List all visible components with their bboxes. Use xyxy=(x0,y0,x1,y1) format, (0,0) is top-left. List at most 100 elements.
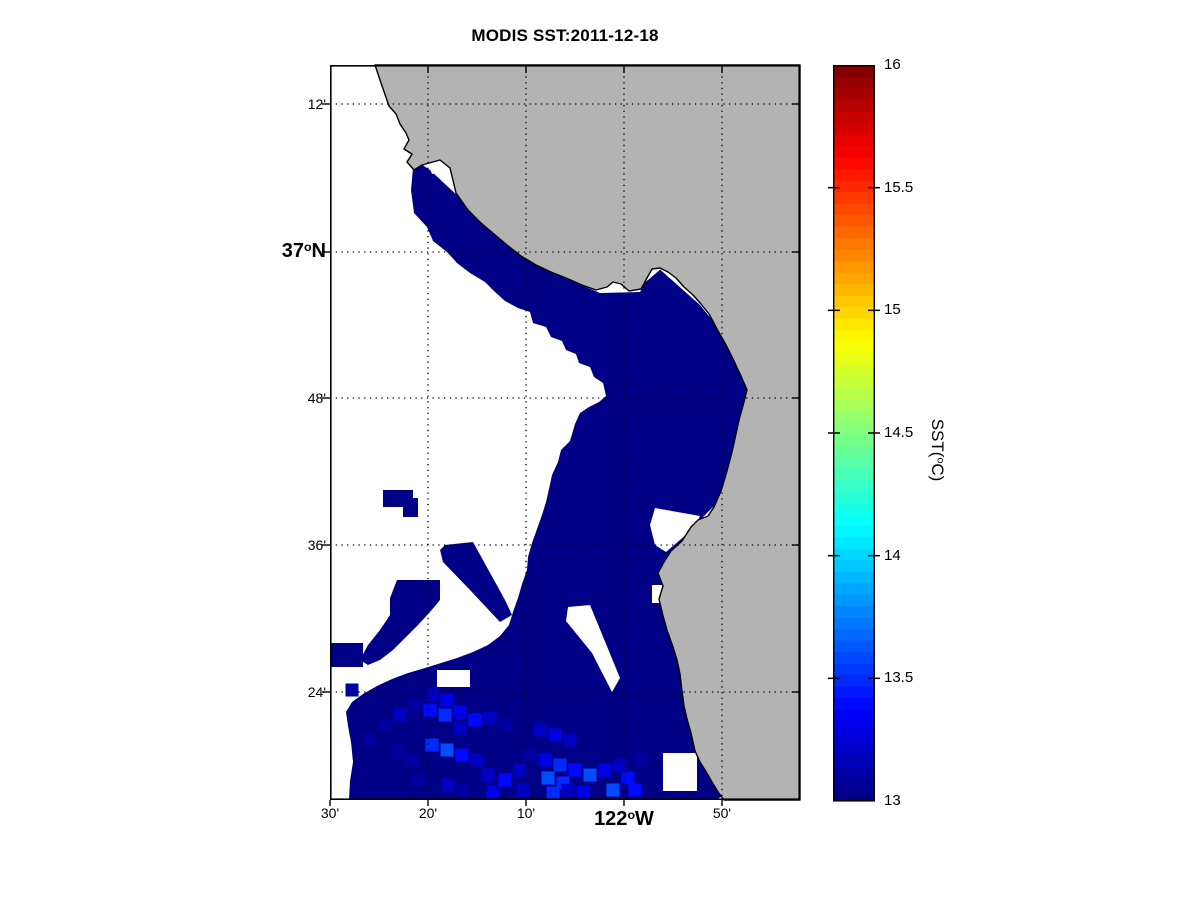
colorbar-band xyxy=(833,168,875,181)
sst-speckle xyxy=(553,758,567,772)
sst-speckle xyxy=(453,721,467,735)
colorbar-band xyxy=(833,76,875,89)
colorbar-band xyxy=(833,203,875,216)
sst-speckle xyxy=(441,778,455,792)
colorbar-band xyxy=(833,260,875,273)
sst-speckle xyxy=(538,753,552,767)
colorbar-band xyxy=(833,295,875,308)
colorbar-band xyxy=(833,594,875,607)
colorbar-band xyxy=(833,605,875,618)
colorbar-band xyxy=(833,766,875,779)
sst-speckle xyxy=(426,688,440,702)
y-tick-label: 37oN xyxy=(281,239,326,262)
map-canvas xyxy=(322,64,801,806)
colorbar-band xyxy=(833,398,875,411)
colorbar-band xyxy=(833,433,875,446)
colorbar-band xyxy=(833,145,875,158)
colorbar-band xyxy=(833,686,875,699)
sst-speckle xyxy=(408,698,422,712)
colorbar-tick-label: 13 xyxy=(884,792,901,809)
sst-speckle xyxy=(453,705,467,719)
sst-region-patch xyxy=(360,580,440,665)
sst-speckle xyxy=(378,718,392,732)
colorbar-band xyxy=(833,536,875,549)
sst-speckle xyxy=(583,768,597,782)
sst-speckle xyxy=(621,771,635,785)
colorbar-band xyxy=(833,628,875,641)
colorbar-band xyxy=(833,490,875,503)
map-plot xyxy=(322,64,801,806)
colorbar-band xyxy=(833,341,875,354)
sst-speckle xyxy=(613,758,627,772)
colorbar-band xyxy=(833,375,875,388)
y-tick-label: 24' xyxy=(307,683,326,700)
sst-speckle xyxy=(563,733,577,747)
colorbar-band xyxy=(833,111,875,124)
sst-speckle xyxy=(486,785,500,799)
sst-speckle xyxy=(548,728,562,742)
sst-speckle xyxy=(633,753,647,767)
colorbar-band xyxy=(833,456,875,469)
colorbar-band xyxy=(833,467,875,480)
colorbar-band xyxy=(833,226,875,239)
colorbar-tick-label: 13.5 xyxy=(884,669,914,687)
colorbar-band xyxy=(833,617,875,630)
sst-speckle xyxy=(455,748,469,762)
y-tick-label: 36' xyxy=(307,536,326,553)
colorbar-band xyxy=(833,732,875,745)
colorbar-band xyxy=(833,88,875,101)
colorbar-band xyxy=(833,789,875,802)
sst-speckle xyxy=(345,683,359,697)
colorbar-band xyxy=(833,157,875,170)
x-tick-label: 20' xyxy=(418,805,438,821)
colorbar-band xyxy=(833,214,875,227)
colorbar-band xyxy=(833,180,875,193)
colorbar-band xyxy=(833,122,875,135)
colorbar-band xyxy=(833,272,875,285)
colorbar-band xyxy=(833,306,875,319)
colorbar-band xyxy=(833,65,875,78)
colorbar-band xyxy=(833,479,875,492)
colorbar-band xyxy=(833,283,875,296)
plot-frame xyxy=(330,65,800,801)
colorbar-tick-label: 14.5 xyxy=(884,424,914,441)
colorbar-band xyxy=(833,640,875,653)
colorbar-band xyxy=(833,663,875,676)
y-tick-label: 12' xyxy=(307,95,326,112)
sst-speckle xyxy=(498,773,512,787)
colorbar-band xyxy=(833,318,875,331)
colorbar-band xyxy=(833,709,875,722)
colorbar-band xyxy=(833,352,875,365)
sst-region-patch xyxy=(330,643,363,667)
colorbar-band xyxy=(833,697,875,710)
x-tick-label: 122oW xyxy=(594,807,654,830)
sst-speckle xyxy=(533,723,547,737)
sst-region-patch xyxy=(383,490,418,517)
sst-speckle xyxy=(456,783,470,797)
sst-speckle xyxy=(498,718,512,732)
colorbar-band xyxy=(833,444,875,457)
cloud-gap xyxy=(650,508,700,552)
colorbar-band xyxy=(833,134,875,147)
sst-speckle xyxy=(405,753,419,767)
sst-speckle xyxy=(568,763,582,777)
colorbar-band xyxy=(833,99,875,112)
sst-speckle xyxy=(423,703,437,717)
colorbar-band xyxy=(833,582,875,595)
colorbar-band xyxy=(833,191,875,204)
sst-region-patch xyxy=(440,542,512,622)
sst-region-main xyxy=(346,160,752,800)
y-tick-label: 48' xyxy=(307,389,326,406)
colorbar-band xyxy=(833,720,875,733)
colorbar-band xyxy=(833,651,875,664)
colorbar-band xyxy=(833,755,875,768)
colorbar-band xyxy=(833,559,875,572)
sst-speckle xyxy=(411,773,425,787)
sst-speckle xyxy=(628,783,642,797)
cloud-gap xyxy=(437,670,470,687)
cloud-gap xyxy=(663,753,697,791)
sst-speckle xyxy=(598,763,612,777)
colorbar-band xyxy=(833,364,875,377)
colorbar-tick-label: 14 xyxy=(884,546,901,564)
sst-speckle xyxy=(470,753,484,767)
